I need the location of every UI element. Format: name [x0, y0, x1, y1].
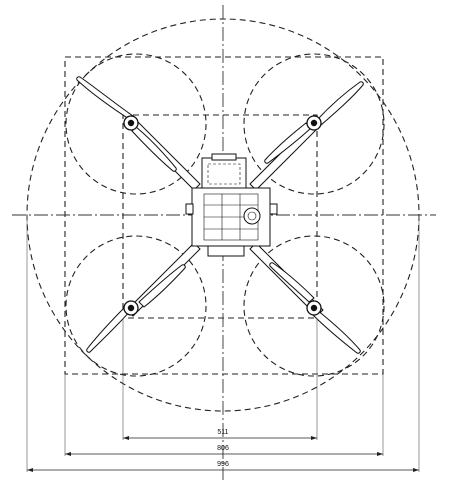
motor-center-square — [122, 114, 318, 319]
dimension-label-996: 996 — [217, 461, 229, 468]
prop-blade-bottom-left-b — [138, 264, 186, 308]
propellers — [76, 76, 364, 354]
prop-blade-bottom-left-a — [86, 304, 132, 353]
prop-blade-bottom-right-b — [269, 262, 315, 303]
prop-blade-top-right-b — [264, 122, 312, 164]
central-body — [185, 153, 278, 257]
front-top-tab — [211, 153, 237, 161]
prop-disc-bottom-left — [65, 235, 207, 377]
motors — [123, 115, 322, 316]
prop-disc-top-right — [243, 53, 385, 195]
dimension-806: 806 — [65, 445, 383, 456]
dimension-996: 996 — [27, 461, 419, 472]
right-side-mount — [269, 203, 278, 215]
prop-blade-bottom-right-a — [312, 309, 361, 354]
gps-puck — [243, 207, 261, 225]
motor-bottom-left-hub — [127, 304, 135, 312]
motor-top-left-hub — [127, 119, 135, 127]
propeller-bounding-box — [64, 56, 384, 375]
prop-blade-top-right-a — [316, 81, 364, 126]
prop-blade-top-left-b — [131, 126, 177, 172]
front-battery-plate — [201, 157, 247, 191]
prop-blade-top-left-a — [76, 76, 137, 122]
dimension-label-511: 511 — [217, 429, 228, 436]
dimension-label-806: 806 — [217, 445, 229, 452]
prop-disc-top-left — [65, 53, 207, 195]
rear-module — [207, 245, 245, 257]
dimension-511: 511 — [123, 429, 317, 440]
front-detail-box — [207, 163, 241, 185]
gps-puck-inner — [247, 211, 257, 221]
prop-disc-bottom-right — [243, 235, 385, 377]
motor-bottom-right-hub — [310, 304, 318, 312]
motor-top-right-hub — [310, 119, 318, 127]
left-side-mount — [185, 203, 194, 215]
